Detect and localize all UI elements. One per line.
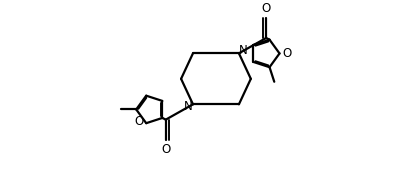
Text: O: O [134, 115, 143, 128]
Text: N: N [184, 100, 193, 113]
Text: O: O [161, 143, 171, 156]
Text: O: O [262, 2, 271, 15]
Text: O: O [283, 47, 292, 60]
Text: N: N [239, 44, 247, 57]
